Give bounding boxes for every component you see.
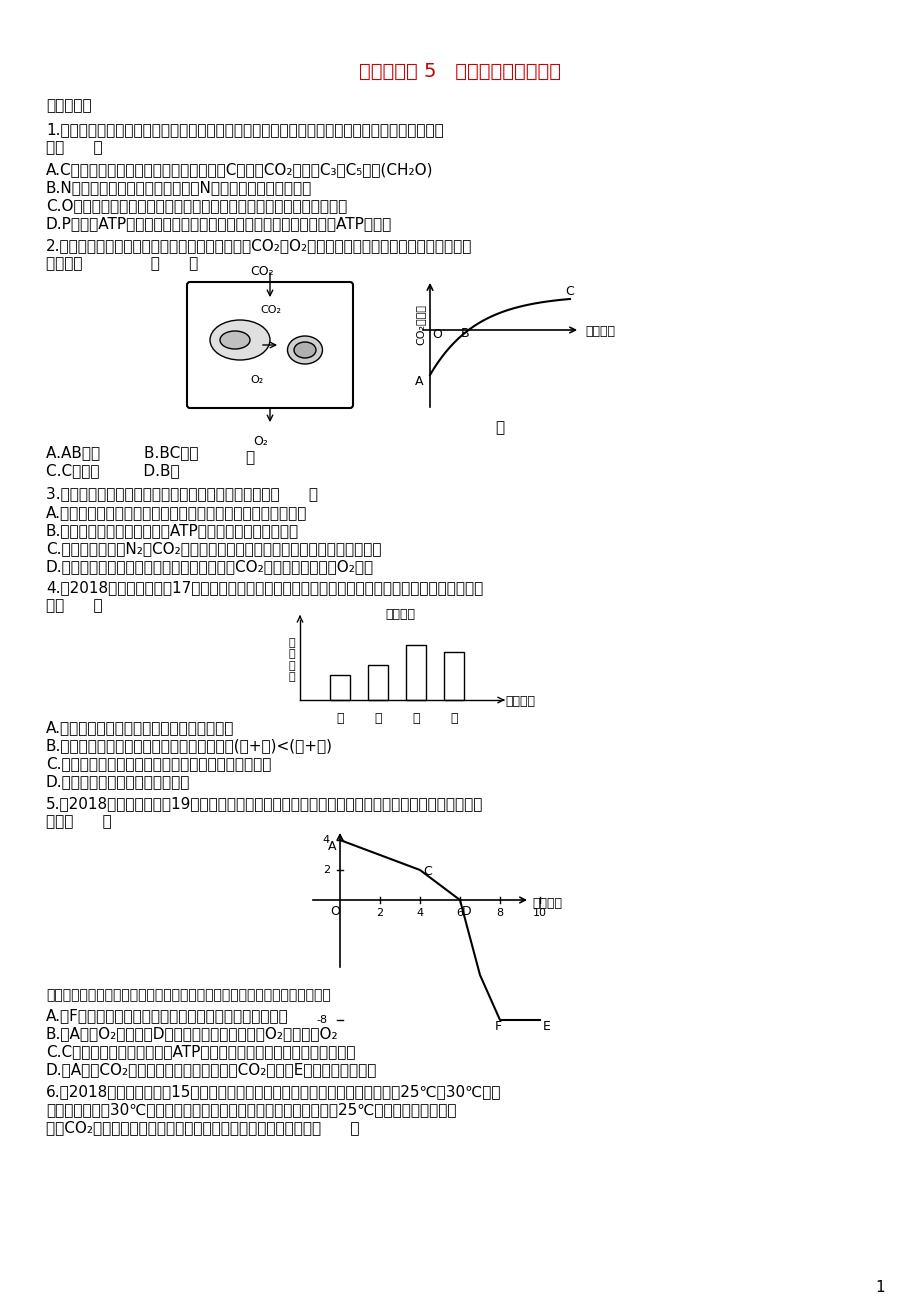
Text: C.水果贮存时充入N₂和CO₂的目的主要是抑制无氧呼吸，延长水果的贮存时间: C.水果贮存时充入N₂和CO₂的目的主要是抑制无氧呼吸，延长水果的贮存时间 — [46, 542, 381, 556]
Text: D.即使给予叶绿素提取液适宜的温度、光照和CO₂，也无法检测到有O₂生成: D.即使给予叶绿素提取液适宜的温度、光照和CO₂，也无法检测到有O₂生成 — [46, 559, 374, 574]
Text: B.若A代表O₂吸收量，D点时，叶肉细胞既不吸收O₂也不释放O₂: B.若A代表O₂吸收量，D点时，叶肉细胞既不吸收O₂也不释放O₂ — [46, 1026, 338, 1042]
Text: D.若A代表CO₂释放量，适当提高大气中的CO₂浓度，E点可能向右下移动: D.若A代表CO₂释放量，适当提高大气中的CO₂浓度，E点可能向右下移动 — [46, 1062, 377, 1077]
Text: C: C — [423, 865, 431, 878]
Text: O: O — [432, 328, 441, 341]
Text: D.四种色素，丙和丁主要吸收红光: D.四种色素，丙和丁主要吸收红光 — [46, 773, 190, 789]
Text: CO₂: CO₂ — [250, 266, 273, 279]
Text: 是（      ）: 是（ ） — [46, 598, 103, 613]
Text: 4.（2018辽宁沈阳模拟，17）下列是新鲜绿叶的四种光合色素在滤纸上分离的情况。以下说法正确的: 4.（2018辽宁沈阳模拟，17）下列是新鲜绿叶的四种光合色素在滤纸上分离的情况… — [46, 579, 482, 595]
Text: B: B — [460, 327, 469, 340]
Text: 8: 8 — [496, 907, 503, 918]
Text: 4: 4 — [416, 907, 423, 918]
Text: 扩散距离: 扩散距离 — [384, 608, 414, 621]
Bar — [444, 652, 463, 700]
Text: D: D — [461, 905, 471, 918]
Text: 度和CO₂浓度等不变），从理论上讲，图中相应点的移动应该是（      ）: 度和CO₂浓度等不变），从理论上讲，图中相应点的移动应该是（ ） — [46, 1120, 359, 1135]
Text: A.提取色素时加入碳酸钙是为了防止滤液挥发: A.提取色素时加入碳酸钙是为了防止滤液挥发 — [46, 720, 234, 736]
Text: -8: -8 — [316, 1016, 328, 1025]
Text: 图表示该植物在30℃时光合强度与光照强度的关系。若将温度降低到25℃的条件下（原光照强: 图表示该植物在30℃时光合强度与光照强度的关系。若将温度降低到25℃的条件下（原… — [46, 1101, 456, 1117]
Bar — [368, 665, 388, 700]
Text: 光照强度: 光照强度 — [584, 326, 614, 339]
Text: C.C点以后         D.B点: C.C点以后 D.B点 — [46, 464, 179, 478]
Text: B.大豆根吸收矿质元素所需的ATP可以直接来源于光合作用: B.大豆根吸收矿质元素所需的ATP可以直接来源于光合作用 — [46, 523, 299, 538]
Text: 2.图甲表示在一定的光照强度下，植物叶肉细胞中CO₂、O₂的来源和去路，则图甲所示状态在图乙中: 2.图甲表示在一定的光照强度下，植物叶肉细胞中CO₂、O₂的来源和去路，则图甲所… — [46, 238, 471, 253]
Text: O₂: O₂ — [250, 375, 263, 385]
FancyBboxPatch shape — [187, 283, 353, 408]
Text: 5.（2018湖南五市联考，19）下图中纵坐标表示植物某种气体吸收量或释放量的变化。下列说法正确: 5.（2018湖南五市联考，19）下图中纵坐标表示植物某种气体吸收量或释放量的变… — [46, 796, 482, 811]
Bar — [330, 674, 349, 700]
Text: 4: 4 — [323, 835, 330, 845]
Text: 光照强度: 光照强度 — [531, 897, 562, 910]
Text: 1: 1 — [874, 1280, 884, 1295]
Text: A.若F点以后继续提高光照强度，光合作用强度会一直不变: A.若F点以后继续提高光照强度，光合作用强度会一直不变 — [46, 1008, 289, 1023]
Ellipse shape — [294, 342, 315, 358]
Text: （注：不考虑横坐标和纵坐标单位的具体表示形式，单位的表示方法相同。）: （注：不考虑横坐标和纵坐标单位的具体表示形式，单位的表示方法相同。） — [46, 988, 331, 1003]
Text: C.O是构成有机物的基本元素之一，光合作用制造的有机物中的氧来自水: C.O是构成有机物的基本元素之一，光合作用制造的有机物中的氧来自水 — [46, 198, 346, 214]
Text: 2: 2 — [376, 907, 383, 918]
Text: A: A — [328, 840, 336, 853]
Text: 扩散距离: 扩散距离 — [505, 695, 535, 708]
Text: 专题突破练 5   光合作用和细胞呼吸: 专题突破练 5 光合作用和细胞呼吸 — [358, 62, 561, 81]
Text: 一、选择题: 一、选择题 — [46, 98, 92, 113]
Text: B.N是叶绿素的组成元素之一，没有N植物就不能进行光合作用: B.N是叶绿素的组成元素之一，没有N植物就不能进行光合作用 — [46, 180, 312, 195]
Text: 丁: 丁 — [449, 712, 458, 725]
Text: 10: 10 — [532, 907, 547, 918]
Text: 甲: 甲 — [335, 712, 344, 725]
Text: 色
素
含
量: 色 素 含 量 — [288, 638, 295, 682]
Text: E: E — [542, 1019, 550, 1032]
Text: 丙: 丙 — [412, 712, 419, 725]
Text: C.C点时，叶肉细胞中能产生ATP的场所有细胞质基质、线粒体、叶绿体: C.C点时，叶肉细胞中能产生ATP的场所有细胞质基质、线粒体、叶绿体 — [46, 1044, 355, 1059]
Text: 1.组成生物的化学元素在生物体中起重要作用，下列关于几种元素与光合作用关系的叙述，正确的: 1.组成生物的化学元素在生物体中起重要作用，下列关于几种元素与光合作用关系的叙述… — [46, 122, 443, 137]
Text: C.四种色素都能溶解在层析液中，乙色素的溶解度最大: C.四种色素都能溶解在层析液中，乙色素的溶解度最大 — [46, 756, 271, 771]
Ellipse shape — [287, 336, 323, 365]
Ellipse shape — [220, 331, 250, 349]
Text: 的是（      ）: 的是（ ） — [46, 814, 111, 829]
Text: CO₂: CO₂ — [260, 305, 280, 315]
Text: O: O — [330, 905, 339, 918]
Text: F: F — [494, 1019, 502, 1032]
Ellipse shape — [210, 320, 269, 359]
Text: CO₂释放量: CO₂释放量 — [414, 305, 425, 345]
Text: A: A — [414, 375, 423, 388]
Text: D.P是构成ATP的必需元素，光合作用中光反应和暗反应过程中均有ATP的合成: D.P是构成ATP的必需元素，光合作用中光反应和暗反应过程中均有ATP的合成 — [46, 216, 391, 230]
Text: 的位置是              （      ）: 的位置是 （ ） — [46, 256, 198, 271]
Text: 是（      ）: 是（ ） — [46, 141, 103, 155]
Text: 乙: 乙 — [495, 421, 504, 435]
Bar — [405, 644, 425, 700]
Text: A.AB之间         B.BC之间: A.AB之间 B.BC之间 — [46, 445, 199, 460]
Text: 3.下列与绿色植物某些生理过程有关的叙述，正确的是（      ）: 3.下列与绿色植物某些生理过程有关的叙述，正确的是（ ） — [46, 486, 318, 501]
Text: A.绿色植物的光反应可以在暗处进行，暗反应也可以在光下进行: A.绿色植物的光反应可以在暗处进行，暗反应也可以在光下进行 — [46, 505, 307, 519]
Text: O₂: O₂ — [253, 435, 267, 448]
Text: A.C是组成糖类的基本元素，在光合作用中C元素从CO₂先后经C₃、C₅形成(CH₂O): A.C是组成糖类的基本元素，在光合作用中C元素从CO₂先后经C₃、C₅形成(CH… — [46, 161, 433, 177]
Text: 乙: 乙 — [374, 712, 381, 725]
Text: 6.（2018河南洛阳质检，15）已知某植物光合作用和细胞呼吸的最适温度分别为25℃和30℃。下: 6.（2018河南洛阳质检，15）已知某植物光合作用和细胞呼吸的最适温度分别为2… — [46, 1085, 501, 1099]
Text: 6: 6 — [456, 907, 463, 918]
Text: B.水稻在收获时节，叶片中色素含量的多少是(甲+乙)<(丙+丁): B.水稻在收获时节，叶片中色素含量的多少是(甲+乙)<(丙+丁) — [46, 738, 333, 753]
Text: C: C — [564, 285, 573, 298]
Text: 甲: 甲 — [245, 450, 255, 465]
Text: 2: 2 — [323, 865, 330, 875]
